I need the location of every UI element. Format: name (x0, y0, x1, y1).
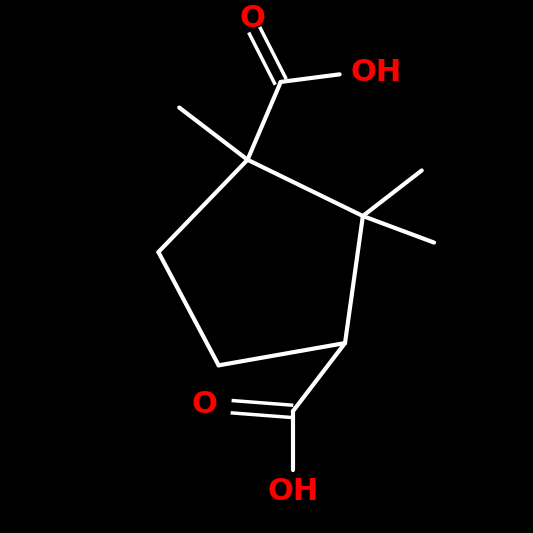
Text: OH: OH (267, 477, 318, 506)
Text: O: O (191, 390, 217, 419)
Text: OH: OH (350, 58, 401, 87)
Text: O: O (239, 4, 265, 33)
